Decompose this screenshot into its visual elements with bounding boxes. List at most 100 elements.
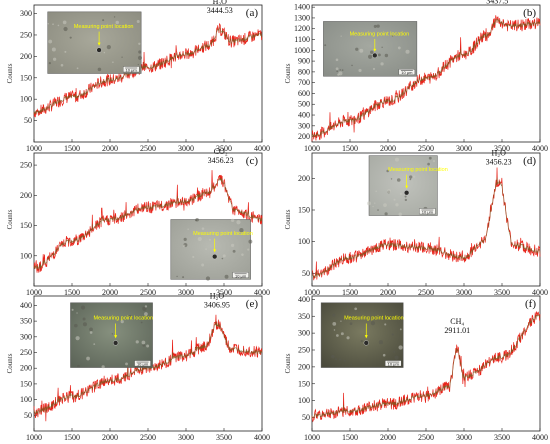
x-tick-label: 4000 xyxy=(254,288,270,297)
peak-species-label: CH₄ xyxy=(450,317,464,326)
micrograph-speck xyxy=(336,334,339,337)
y-tick-label: 200 xyxy=(20,364,32,373)
inset-micrograph: Measuring point location 10 μm xyxy=(367,155,448,216)
micrograph-speck xyxy=(136,19,140,24)
x-tick-label: 3500 xyxy=(216,288,232,297)
arrow-head-icon xyxy=(364,335,368,339)
x-tick-label: 2500 xyxy=(140,288,156,297)
fluid-inclusion xyxy=(372,52,378,59)
x-tick-label: 3500 xyxy=(216,144,232,153)
y-tick-label: 800 xyxy=(298,67,310,76)
micrograph-speck xyxy=(182,244,186,248)
micrograph-speck xyxy=(201,263,205,267)
inset-micrograph: Measuring point location 10 μm xyxy=(170,217,253,281)
scale-bar-label: 10 μm xyxy=(137,362,149,367)
micrograph-speck xyxy=(396,178,401,182)
spectrum-smooth-line xyxy=(311,18,541,138)
inset-micrograph: Measuring point location 10 μm xyxy=(47,11,143,74)
micrograph-speck xyxy=(121,56,123,58)
micrograph-speck xyxy=(398,212,402,216)
micrograph-speck xyxy=(209,238,211,241)
micrograph-speck xyxy=(340,332,344,336)
y-axis-label: Counts xyxy=(284,353,292,373)
measuring-point-label: Measuring point location xyxy=(74,24,134,30)
panel-e: 1000 1500 2000 2500 3000 3500 4000 50 100 150 200 2… xyxy=(6,291,270,442)
y-tick-label: 1100 xyxy=(294,35,310,44)
scale-bar-label: 10 μm xyxy=(388,362,400,367)
measuring-point-label: Measuring point location xyxy=(193,231,253,237)
micrograph-speck xyxy=(343,359,346,362)
micrograph-speck xyxy=(432,160,436,163)
scale-bar-box xyxy=(385,360,402,367)
panel-c: 1000 1500 2000 2500 3000 3500 4000 100 150 200 250… xyxy=(6,147,270,297)
micrograph-speck xyxy=(52,57,57,61)
micrograph-speck xyxy=(63,26,68,32)
micrograph-speck xyxy=(93,343,96,346)
y-tick-label: 300 xyxy=(298,329,310,338)
y-axis-label: Counts xyxy=(284,209,292,229)
micrograph-speck xyxy=(183,237,187,241)
peak-species-label: H₂O xyxy=(213,0,228,6)
fluid-inclusion xyxy=(404,190,410,196)
inset-micrograph: Measuring point location 10 μm xyxy=(320,302,404,368)
micrograph-speck xyxy=(332,313,336,317)
arrow-head-icon xyxy=(97,42,101,46)
micrograph-speck xyxy=(89,331,93,334)
micrograph-speck xyxy=(140,321,143,324)
micrograph-speck xyxy=(120,319,124,324)
x-tick-label: 2500 xyxy=(418,433,434,442)
panel-letter: (e) xyxy=(246,298,259,310)
scale-bar-box xyxy=(123,66,140,73)
micrograph-speck xyxy=(388,318,390,320)
panel-f: 1000 1500 2000 2500 3000 3500 4000 50 100 150 200 2… xyxy=(284,295,548,442)
micrograph-speck xyxy=(394,355,399,360)
y-tick-label: 150 xyxy=(298,206,310,215)
micrograph-speck xyxy=(89,327,93,332)
y-tick-label: 250 xyxy=(20,161,32,170)
peak-position-label: 3437.5 xyxy=(486,0,508,6)
micrograph-speck xyxy=(373,24,377,28)
micrograph-speck xyxy=(394,157,399,162)
x-tick-label: 4000 xyxy=(532,288,548,297)
micrograph-speck xyxy=(101,365,105,369)
micrograph-speck xyxy=(205,276,211,281)
x-tick-label: 1000 xyxy=(304,433,320,442)
micrograph-speck xyxy=(391,333,394,336)
y-tick-label: 100 xyxy=(20,95,32,104)
spectrum-smooth-line xyxy=(311,314,541,419)
micrograph-speck xyxy=(374,202,376,204)
y-tick-label: 100 xyxy=(20,251,32,260)
micrograph-speck xyxy=(232,249,236,253)
micrograph-speck xyxy=(427,162,430,166)
micrograph-speck xyxy=(350,363,352,366)
y-tick-label: 600 xyxy=(298,89,310,98)
y-axis-label: Counts xyxy=(6,63,14,83)
micrograph-speck xyxy=(141,340,146,345)
x-tick-label: 2500 xyxy=(140,144,156,153)
micrograph-speck xyxy=(333,329,336,331)
micrograph-speck xyxy=(106,45,111,50)
fluid-inclusion xyxy=(113,340,119,346)
y-tick-label: 100 xyxy=(298,237,310,246)
scale-bar-box xyxy=(419,208,436,215)
panel-d: 1000 1500 2000 2500 3000 3500 4000 50 100 150 200 C… xyxy=(284,149,548,298)
panel-letter: (c) xyxy=(246,155,259,167)
micrograph-speck xyxy=(393,350,396,353)
panel-a: 1000 1500 2000 2500 3000 3500 4000 50 100 150 200 2… xyxy=(6,0,270,153)
micrograph-speck xyxy=(324,44,327,47)
y-tick-label: 700 xyxy=(298,78,310,87)
micrograph-speck xyxy=(137,63,139,66)
x-tick-label: 3000 xyxy=(178,433,194,442)
micrograph-speck xyxy=(57,24,60,27)
y-tick-label: 50 xyxy=(302,413,310,422)
micrograph-image xyxy=(170,219,251,280)
micrograph-speck xyxy=(64,50,67,53)
x-tick-label: 2500 xyxy=(418,288,434,297)
micrograph-speck xyxy=(376,24,380,28)
micrograph-speck xyxy=(377,209,379,211)
x-tick-label: 2500 xyxy=(418,144,434,153)
micrograph-speck xyxy=(224,274,229,279)
micrograph-speck xyxy=(400,316,402,318)
scale-bar-box xyxy=(232,272,249,279)
micrograph-speck xyxy=(221,257,224,260)
